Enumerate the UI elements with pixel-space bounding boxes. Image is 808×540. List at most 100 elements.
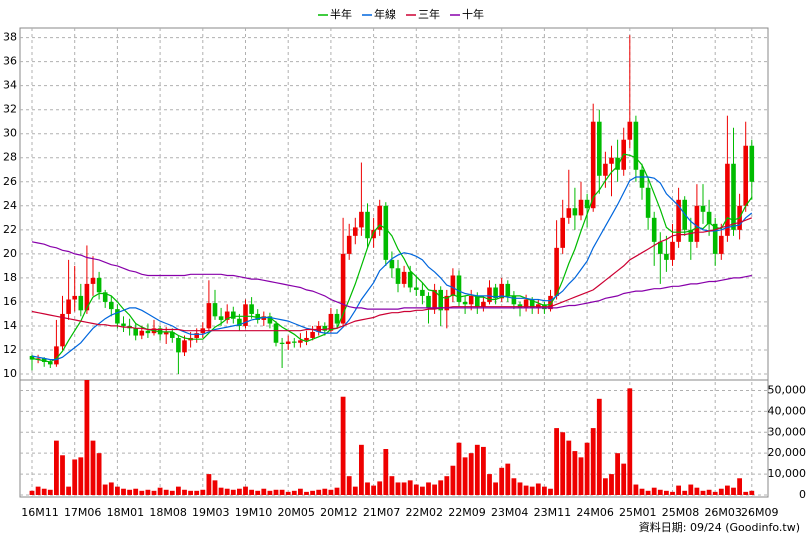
volume-bar xyxy=(578,457,584,495)
x-tick-label: 22M02 xyxy=(406,506,444,519)
candle-body xyxy=(243,304,248,326)
candle-body xyxy=(231,311,236,319)
x-tick-label: 18M01 xyxy=(107,506,145,519)
x-tick-label: 24M06 xyxy=(576,506,614,519)
volume-bar xyxy=(108,482,114,495)
volume-bar xyxy=(542,486,547,495)
volume-bar xyxy=(596,398,602,495)
candle-body xyxy=(401,271,407,284)
volume-bar xyxy=(395,482,401,495)
candle-body xyxy=(578,199,584,216)
y-tick-label: 36 xyxy=(3,55,17,68)
candle-body xyxy=(139,330,145,336)
x-tick-label: 18M08 xyxy=(149,506,187,519)
y-tick-label: 12 xyxy=(3,343,17,356)
volume-bar xyxy=(712,491,718,495)
volume-bar xyxy=(566,440,572,495)
candle-body xyxy=(292,341,297,343)
volume-bar xyxy=(47,489,53,495)
candle-body xyxy=(481,301,486,307)
y-tick-label: 22 xyxy=(3,223,17,236)
volume-bar xyxy=(212,480,218,495)
volume-bar xyxy=(560,432,566,495)
volume-bar xyxy=(72,459,78,495)
candle-body xyxy=(109,301,114,310)
candle-body xyxy=(609,157,614,164)
candle-body xyxy=(279,342,285,344)
volume-bar xyxy=(66,486,71,495)
volume-bar xyxy=(90,440,96,495)
candle-body xyxy=(328,313,334,331)
volume-bar xyxy=(316,489,322,495)
volume-bar xyxy=(151,490,157,495)
volume-bar xyxy=(298,488,303,495)
volume-bar xyxy=(163,489,169,495)
x-tick-label: 25M08 xyxy=(662,506,700,519)
volume-bar xyxy=(487,474,492,495)
candle-body xyxy=(670,241,675,260)
volume-bar xyxy=(645,490,651,495)
volume-bar xyxy=(41,488,47,495)
candle-body xyxy=(639,169,645,188)
candle-body xyxy=(456,275,462,302)
legend-label: 半年 xyxy=(330,7,352,21)
candle-body xyxy=(212,303,218,317)
candle-body xyxy=(554,247,559,296)
candle-body xyxy=(603,163,608,176)
x-tick-label: 26M09 xyxy=(741,506,779,519)
volume-bar xyxy=(615,453,620,495)
candle-body xyxy=(170,331,175,338)
volume-bar xyxy=(78,457,84,495)
candle-body xyxy=(597,121,602,176)
volume-bar xyxy=(340,396,346,495)
candle-body xyxy=(590,121,596,209)
volume-bar xyxy=(481,446,486,495)
volume-bar xyxy=(529,486,535,495)
x-tick-label: 19M03 xyxy=(192,506,230,519)
candle-body xyxy=(731,163,736,230)
volume-bar xyxy=(407,480,413,495)
candle-body xyxy=(359,211,364,228)
candle-body xyxy=(346,235,352,254)
x-tick-label: 17M06 xyxy=(64,506,102,519)
volume-bar xyxy=(389,476,395,495)
y-tick-label: 10 xyxy=(3,367,17,380)
candle-body xyxy=(523,299,529,308)
legend-label: 十年 xyxy=(462,7,484,21)
candle-body xyxy=(664,253,669,260)
candle-body xyxy=(560,217,565,248)
legend-label: 三年 xyxy=(418,7,440,21)
candle-body xyxy=(511,295,517,305)
y-tick-label: 26 xyxy=(3,175,17,188)
volume-bar xyxy=(96,453,102,495)
volume-bar xyxy=(590,428,596,495)
x-tick-label: 22M09 xyxy=(448,506,486,519)
candle-body xyxy=(395,268,401,284)
volume-bar xyxy=(157,487,163,495)
candle-body xyxy=(145,330,151,334)
candle-body xyxy=(194,333,199,338)
candle-body xyxy=(615,157,620,170)
y-tick-label: 38 xyxy=(3,31,17,44)
candle-body xyxy=(48,361,53,365)
volume-bar xyxy=(200,489,206,495)
candle-body xyxy=(645,187,651,218)
x-tick-label: 26M03 xyxy=(704,506,742,519)
volume-bar xyxy=(517,482,523,495)
volume-bar xyxy=(377,481,383,495)
candle-body xyxy=(414,287,419,290)
candle-body xyxy=(438,289,443,311)
volume-bar xyxy=(432,484,437,495)
candle-body xyxy=(224,311,230,320)
volume-bar xyxy=(413,484,419,495)
candle-body xyxy=(566,208,572,218)
candle-body xyxy=(322,325,328,331)
candle-body xyxy=(66,299,71,314)
volume-bar xyxy=(450,465,456,495)
x-tick-label: 25M01 xyxy=(619,506,657,519)
volume-bar xyxy=(718,488,724,495)
y-tick-label: 34 xyxy=(3,79,17,92)
volume-bar xyxy=(237,488,242,495)
volume-bar xyxy=(535,483,541,495)
